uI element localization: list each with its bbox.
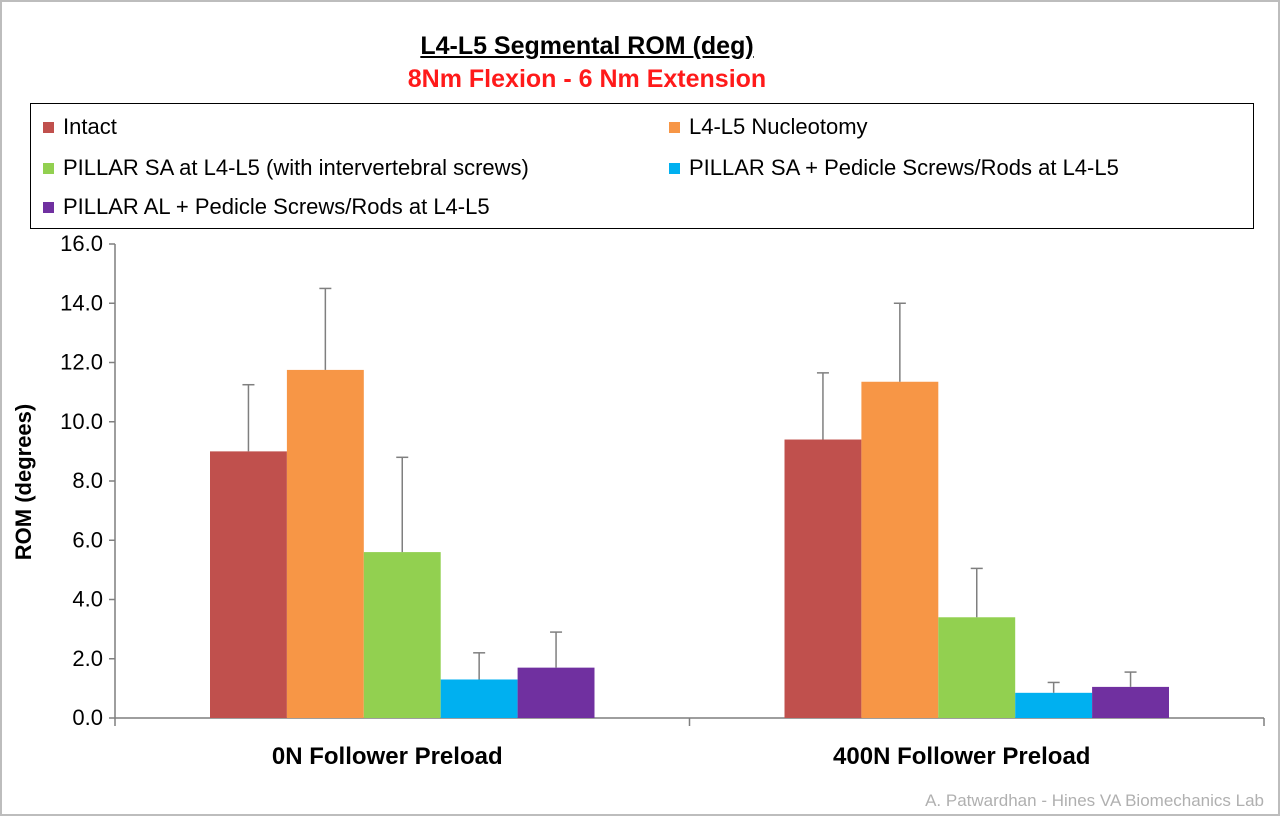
legend-swatch-nucleotomy — [669, 121, 680, 133]
legend-item-pillar-al-pedicle: PILLAR AL + Pedicle Screws/Rods at L4-L5 — [43, 194, 490, 220]
legend-swatch-pillar-sa — [43, 162, 54, 174]
bar — [861, 381, 939, 718]
chart-subtitle: 8Nm Flexion - 6 Nm Extension — [407, 65, 767, 93]
legend-item-pillar-sa-pedicle: PILLAR SA + Pedicle Screws/Rods at L4-L5 — [669, 155, 1119, 181]
y-tick-label: 2.0 — [72, 646, 103, 671]
y-tick-label: 4.0 — [72, 587, 103, 612]
y-tick-label: 8.0 — [72, 468, 103, 493]
x-category-label: 0N Follower Preload — [272, 743, 503, 770]
legend-label-intact: Intact — [63, 114, 117, 139]
y-tick-label: 12.0 — [60, 350, 103, 375]
bar — [210, 451, 287, 718]
y-tick-label: 14.0 — [60, 290, 103, 315]
legend-label-pillar-sa: PILLAR SA at L4-L5 (with intervertebral … — [63, 155, 529, 180]
legend-label-nucleotomy: L4-L5 Nucleotomy — [689, 114, 868, 139]
legend-item-pillar-sa: PILLAR SA at L4-L5 (with intervertebral … — [43, 155, 529, 181]
x-category-label: 400N Follower Preload — [833, 743, 1090, 770]
legend-label-pillar-sa-pedicle: PILLAR SA + Pedicle Screws/Rods at L4-L5 — [689, 155, 1119, 180]
legend-swatch-pillar-al-pedicle — [43, 201, 54, 213]
bar — [1092, 686, 1169, 718]
y-tick-label: 16.0 — [60, 231, 103, 256]
chart-title: L4-L5 Segmental ROM (deg) — [420, 32, 754, 60]
legend-item-nucleotomy: L4-L5 Nucleotomy — [669, 114, 868, 140]
bar — [784, 439, 862, 718]
watermark: A. Patwardhan - Hines VA Biomechanics La… — [925, 791, 1264, 810]
legend: Intact L4-L5 Nucleotomy PILLAR SA at L4-… — [30, 103, 1254, 229]
bar — [938, 617, 1016, 718]
bar — [517, 667, 595, 718]
bar — [440, 679, 518, 718]
bar — [363, 552, 441, 718]
bar — [1015, 692, 1093, 718]
legend-label-pillar-al-pedicle: PILLAR AL + Pedicle Screws/Rods at L4-L5 — [63, 194, 490, 219]
legend-item-intact: Intact — [43, 114, 117, 140]
y-tick-label: 10.0 — [60, 409, 103, 434]
legend-swatch-intact — [43, 121, 54, 133]
bar — [286, 369, 364, 718]
legend-swatch-pillar-sa-pedicle — [669, 162, 680, 174]
y-tick-label: 0.0 — [72, 705, 103, 730]
y-tick-label: 6.0 — [72, 527, 103, 552]
